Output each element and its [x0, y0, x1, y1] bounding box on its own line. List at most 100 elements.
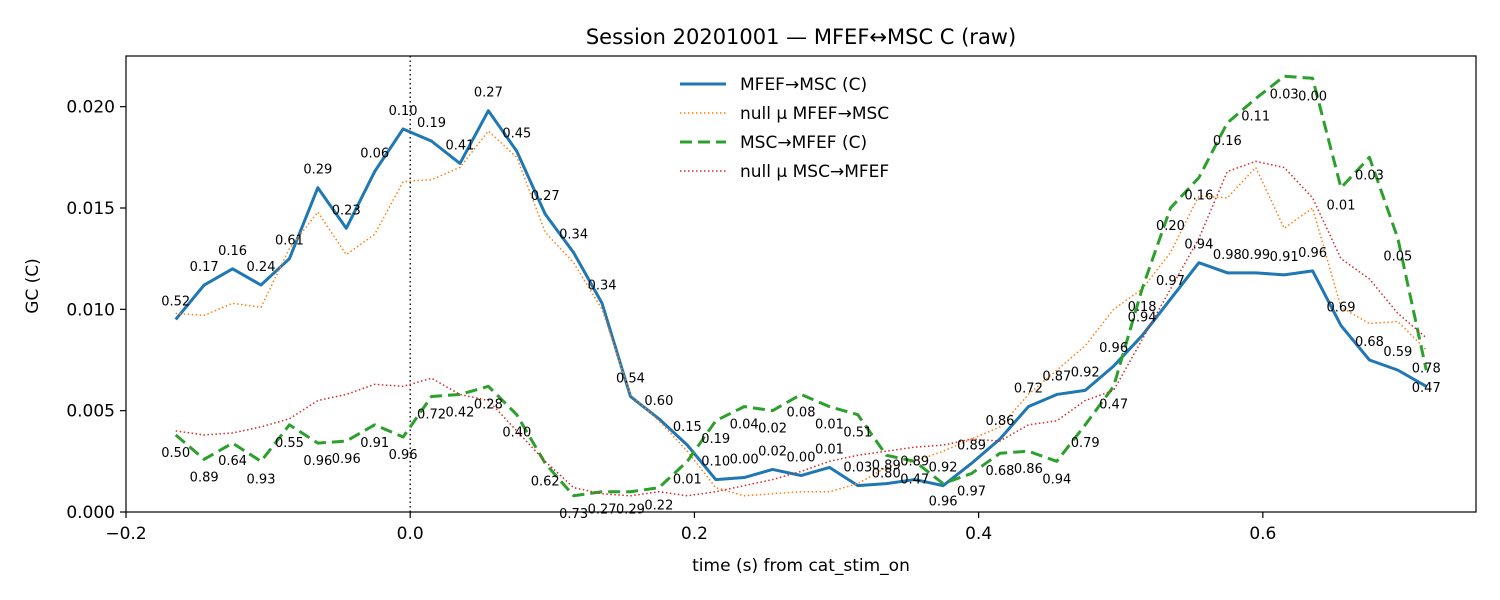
pvalue-label: 0.72 — [417, 407, 446, 422]
pvalue-label: 0.94 — [1184, 238, 1213, 253]
pvalue-label: 0.50 — [161, 446, 190, 461]
x-tick-label: 0.0 — [397, 524, 424, 544]
y-tick-label: 0.010 — [66, 300, 115, 320]
pvalue-label: 0.47 — [900, 472, 929, 487]
pvalue-label: 0.03 — [843, 461, 872, 476]
pvalue-label: 0.47 — [1412, 381, 1441, 396]
pvalue-label: 0.54 — [616, 371, 645, 386]
pvalue-label: 0.01 — [673, 472, 702, 487]
pvalue-label: 0.03 — [1270, 87, 1299, 102]
pvalue-label: 0.18 — [1128, 300, 1157, 315]
pvalue-label: 0.27 — [474, 86, 503, 101]
pvalue-label: 0.64 — [218, 454, 247, 469]
axes-frame — [125, 55, 1477, 513]
pvalue-label: 0.99 — [1241, 248, 1270, 263]
pvalue-label: 0.93 — [247, 472, 276, 487]
pvalue-label: 0.34 — [588, 278, 617, 293]
pvalue-label: 0.41 — [445, 138, 474, 153]
pvalue-label: 0.16 — [218, 244, 247, 259]
pvalue-label: 0.00 — [730, 453, 759, 468]
pvalue-label: 0.01 — [815, 418, 844, 433]
pvalue-label: 0.23 — [332, 203, 361, 218]
pvalue-label: 0.04 — [730, 418, 759, 433]
pvalue-label: 0.97 — [957, 484, 986, 499]
pvalue-label: 0.10 — [389, 104, 418, 119]
pvalue-label: 0.62 — [531, 474, 560, 489]
pvalue-label: 0.17 — [190, 260, 219, 275]
pvalue-label: 0.34 — [559, 228, 588, 243]
pvalue-label: 0.16 — [1184, 189, 1213, 204]
x-tick-label: −0.2 — [105, 524, 146, 544]
pvalue-label: 0.02 — [758, 444, 787, 459]
pvalue-label: 0.16 — [1213, 134, 1242, 149]
pvalue-label: 0.94 — [1128, 311, 1157, 326]
x-tick-label: 0.2 — [681, 524, 708, 544]
pvalue-label: 0.42 — [445, 405, 474, 420]
pvalue-label: 0.15 — [673, 420, 702, 435]
pvalue-label: 0.24 — [247, 260, 276, 275]
pvalue-label: 0.91 — [360, 436, 389, 451]
legend-entry: null μ MFEF→MSC — [740, 104, 889, 124]
pvalue-label: 0.51 — [843, 426, 872, 441]
pvalue-label: 0.89 — [900, 455, 929, 470]
pvalue-label: 0.08 — [787, 405, 816, 420]
pvalue-label: 0.52 — [161, 294, 190, 309]
pvalue-label: 0.10 — [701, 455, 730, 470]
pvalue-label: 0.89 — [190, 470, 219, 485]
y-tick-label: 0.005 — [66, 402, 115, 422]
pvalue-label: 0.61 — [275, 234, 304, 249]
pvalue-label: 0.97 — [1156, 274, 1185, 289]
pvalue-label: 0.92 — [929, 461, 958, 476]
pvalue-label: 0.22 — [644, 499, 673, 514]
pvalue-label: 0.11 — [1241, 110, 1270, 125]
pvalue-label: 0.47 — [1099, 397, 1128, 412]
y-tick-label: 0.000 — [66, 503, 115, 523]
legend-entry: MFEF→MSC (C) — [740, 75, 867, 95]
legend: MFEF→MSC (C) null μ MFEF→MSC MSC→MFEF (C) n… — [680, 75, 889, 182]
pvalue-label: 0.79 — [1071, 436, 1100, 451]
pvalue-label: 0.89 — [957, 438, 986, 453]
pvalue-label: 0.96 — [389, 448, 418, 463]
pvalue-label: 0.96 — [332, 452, 361, 467]
plot-area: −0.2 0.0 0.2 0.4 0.6 0.000 0.005 0.010 0.015 0.02… — [66, 55, 1477, 544]
pvalue-label: 0.68 — [985, 464, 1014, 479]
pvalue-label: 0.73 — [559, 507, 588, 522]
pvalue-label: 0.06 — [360, 147, 389, 162]
pvalue-label: 0.60 — [644, 394, 673, 409]
pvalue-label: 0.86 — [1014, 462, 1043, 477]
pvalue-label: 0.00 — [1298, 89, 1327, 104]
pvalue-label: 0.28 — [474, 397, 503, 412]
y-tick-label: 0.020 — [66, 98, 115, 118]
pvalue-label: 0.27 — [588, 503, 617, 518]
pvalue-label: 0.96 — [929, 495, 958, 510]
pvalue-label: 0.86 — [985, 414, 1014, 429]
y-tick-label: 0.015 — [66, 199, 115, 219]
pvalue-label: 0.89 — [872, 459, 901, 474]
pvalue-label: 0.92 — [1071, 365, 1100, 380]
series-line-1 — [175, 130, 1427, 497]
pvalue-label: 0.69 — [1327, 301, 1356, 316]
pvalue-label: 0.29 — [616, 503, 645, 518]
pvalue-label: 0.55 — [275, 436, 304, 451]
legend-entry: null μ MSC→MFEF — [740, 162, 889, 182]
pvalue-label: 0.29 — [303, 163, 332, 178]
pvalue-label: 0.05 — [1383, 249, 1412, 264]
x-tick-label: 0.4 — [965, 524, 992, 544]
pvalue-label: 0.40 — [502, 426, 531, 441]
pvalue-label: 0.68 — [1355, 335, 1384, 350]
x-tick-label: 0.6 — [1249, 524, 1276, 544]
pvalue-label: 0.01 — [815, 442, 844, 457]
pvalue-label: 0.27 — [531, 189, 560, 204]
pvalue-label: 0.19 — [417, 116, 446, 131]
series-line-0 — [174, 109, 1428, 488]
pvalue-label: 0.45 — [502, 126, 531, 141]
pvalue-label: 0.94 — [1042, 472, 1071, 487]
pvalue-label: 0.59 — [1383, 345, 1412, 360]
pvalue-label: 0.98 — [1213, 248, 1242, 263]
pvalue-label: 0.20 — [1156, 219, 1185, 234]
y-axis-label: GC (C) — [23, 258, 43, 314]
pvalue-label: 0.02 — [758, 422, 787, 437]
pvalue-label: 0.72 — [1014, 382, 1043, 397]
